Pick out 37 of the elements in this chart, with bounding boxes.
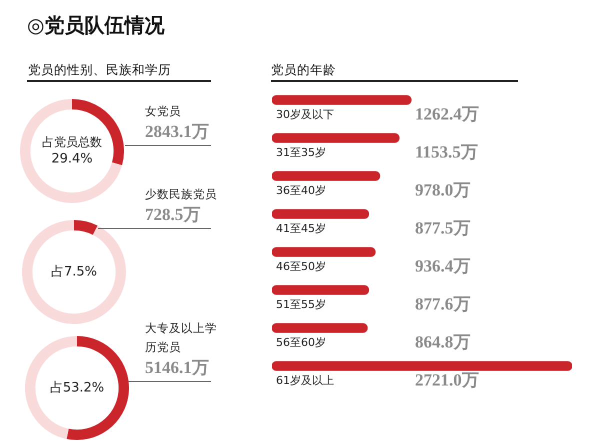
- bar: [272, 323, 368, 333]
- data-label: 864.8万: [415, 332, 470, 352]
- data-label: 1153.5万: [415, 142, 478, 162]
- bar: [272, 133, 400, 143]
- data-label: 1262.4万: [415, 104, 479, 124]
- bar: [272, 247, 376, 257]
- y-tick-label: 61岁及以上: [276, 374, 334, 387]
- slice-label: 占党员总数: [42, 135, 102, 150]
- text: 大专及以上学历党员: [145, 321, 217, 354]
- y-tick-label: 36至40岁: [276, 184, 326, 197]
- y-tick-label: 30岁及以下: [276, 108, 334, 121]
- data-label: 29.4%: [51, 151, 93, 166]
- bar: [272, 361, 572, 371]
- bar: [272, 171, 380, 181]
- text: 党员的性别、民族和学历: [28, 62, 171, 77]
- text: 5146.1万: [145, 358, 209, 377]
- y-tick-label: 51至55岁: [276, 298, 326, 311]
- chart-title: 党员的年龄: [271, 62, 336, 77]
- bar: [272, 209, 370, 219]
- data-label: 978.0万: [415, 180, 470, 200]
- text: 728.5万: [145, 205, 200, 224]
- text: 女党员: [145, 104, 181, 118]
- data-label: 877.5万: [415, 218, 470, 238]
- text: 2843.1万: [145, 122, 209, 141]
- data-label: 936.4万: [415, 256, 470, 276]
- data-label: 877.6万: [415, 294, 470, 314]
- y-tick-label: 56至60岁: [276, 336, 326, 349]
- data-label: 2721.0万: [415, 370, 479, 390]
- data-label: 占53.2%: [50, 380, 104, 396]
- bar: [272, 285, 370, 295]
- y-tick-label: 31至35岁: [276, 146, 326, 159]
- text: ◎党员队伍情况: [27, 13, 164, 37]
- data-label: 占7.5%: [50, 264, 98, 280]
- bar: [272, 95, 412, 105]
- y-tick-label: 41至45岁: [276, 222, 326, 235]
- y-tick-label: 46至50岁: [276, 260, 326, 273]
- text: 少数民族党员: [145, 187, 217, 201]
